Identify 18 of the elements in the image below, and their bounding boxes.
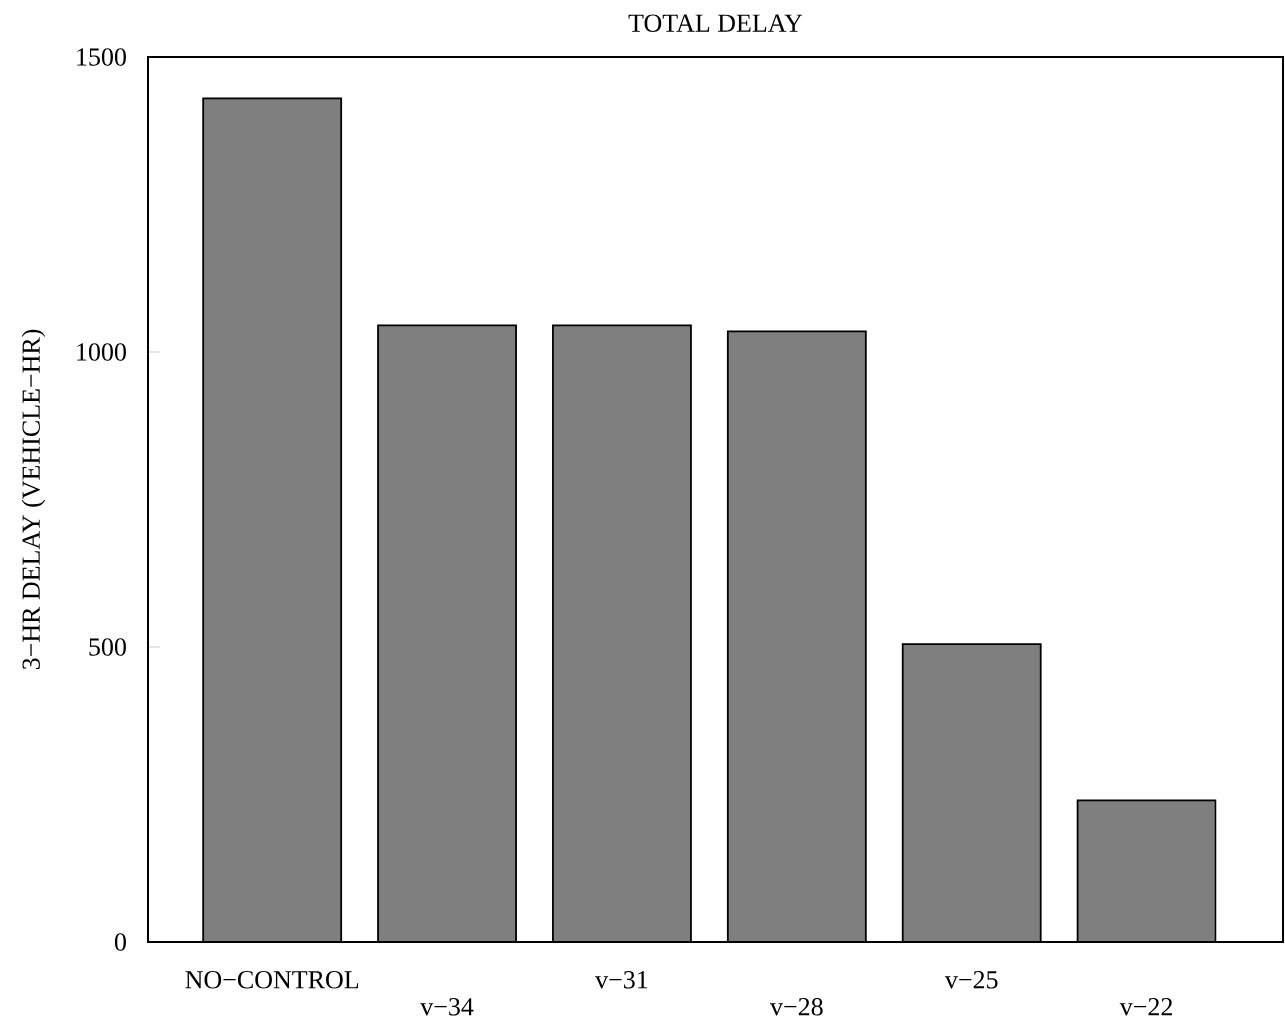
- bar: [203, 98, 342, 942]
- x-tick-label: v−31: [595, 971, 648, 989]
- x-tick-label: v−22: [1119, 998, 1172, 1016]
- y-tick-label: 1500: [77, 48, 126, 66]
- y-axis-title: 3−HR DELAY (VEHICLE−HR): [21, 329, 46, 670]
- x-tick-label: v−25: [944, 971, 998, 989]
- y-tick-label: 0: [114, 933, 126, 951]
- x-tick-label: NO−CONTROL: [185, 971, 359, 989]
- x-tick-label: v−28: [770, 997, 823, 1016]
- bar: [552, 325, 691, 942]
- chart-title: TOTAL DELAY: [628, 14, 803, 32]
- bar: [1076, 799, 1217, 942]
- y-tick-label: 1000: [77, 343, 126, 361]
- bar: [378, 325, 517, 942]
- x-tick-label: v−34: [420, 998, 474, 1016]
- y-tick-label: 500: [89, 638, 126, 656]
- bar: [902, 644, 1041, 942]
- bar: [727, 331, 866, 942]
